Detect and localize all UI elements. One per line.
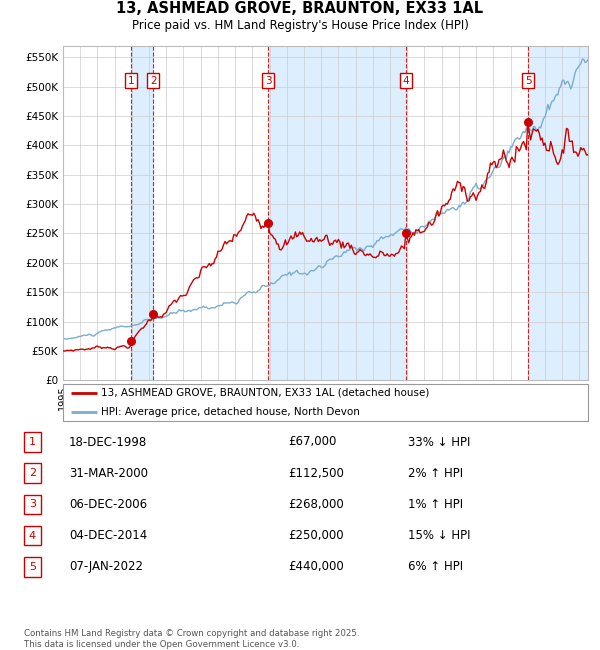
- Text: 07-JAN-2022: 07-JAN-2022: [69, 560, 143, 573]
- Text: 1: 1: [128, 75, 134, 86]
- Text: 3: 3: [265, 75, 272, 86]
- Text: 4: 4: [29, 530, 36, 541]
- Text: 1: 1: [29, 437, 36, 447]
- Text: HPI: Average price, detached house, North Devon: HPI: Average price, detached house, Nort…: [101, 407, 359, 417]
- Bar: [528, 46, 588, 380]
- Text: 3: 3: [29, 499, 36, 510]
- Text: 2% ↑ HPI: 2% ↑ HPI: [408, 467, 463, 480]
- Text: 5: 5: [525, 75, 532, 86]
- Text: £440,000: £440,000: [288, 560, 344, 573]
- Text: 4: 4: [403, 75, 409, 86]
- Text: 13, ASHMEAD GROVE, BRAUNTON, EX33 1AL: 13, ASHMEAD GROVE, BRAUNTON, EX33 1AL: [116, 1, 484, 16]
- Text: Contains HM Land Registry data © Crown copyright and database right 2025.
This d: Contains HM Land Registry data © Crown c…: [24, 629, 359, 649]
- Text: £112,500: £112,500: [288, 467, 344, 480]
- FancyBboxPatch shape: [63, 384, 588, 421]
- Text: £250,000: £250,000: [288, 529, 344, 542]
- Text: 06-DEC-2006: 06-DEC-2006: [69, 498, 147, 511]
- Text: 1% ↑ HPI: 1% ↑ HPI: [408, 498, 463, 511]
- Bar: [268, 46, 406, 380]
- Text: 13, ASHMEAD GROVE, BRAUNTON, EX33 1AL (detached house): 13, ASHMEAD GROVE, BRAUNTON, EX33 1AL (d…: [101, 388, 429, 398]
- Text: 31-MAR-2000: 31-MAR-2000: [69, 467, 148, 480]
- Text: 18-DEC-1998: 18-DEC-1998: [69, 436, 147, 448]
- Text: £268,000: £268,000: [288, 498, 344, 511]
- Text: 5: 5: [29, 562, 36, 572]
- Text: Price paid vs. HM Land Registry's House Price Index (HPI): Price paid vs. HM Land Registry's House …: [131, 20, 469, 32]
- Bar: [131, 46, 154, 380]
- Text: 6% ↑ HPI: 6% ↑ HPI: [408, 560, 463, 573]
- Text: 33% ↓ HPI: 33% ↓ HPI: [408, 436, 470, 448]
- Text: 15% ↓ HPI: 15% ↓ HPI: [408, 529, 470, 542]
- Text: 04-DEC-2014: 04-DEC-2014: [69, 529, 147, 542]
- Text: 2: 2: [29, 468, 36, 478]
- Text: 2: 2: [150, 75, 157, 86]
- Text: £67,000: £67,000: [288, 436, 337, 448]
